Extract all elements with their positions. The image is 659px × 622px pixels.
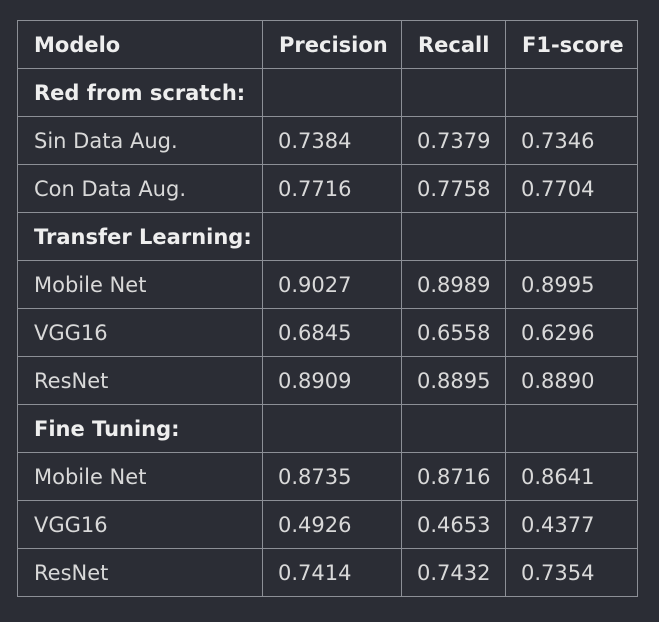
f1-cell: 0.7354 <box>505 548 638 597</box>
table-row: Mobile Net 0.9027 0.8989 0.8995 <box>17 260 638 309</box>
section-row: Transfer Learning: <box>17 212 638 261</box>
precision-cell: 0.7414 <box>262 548 402 597</box>
f1-cell: 0.4377 <box>505 500 638 549</box>
empty-cell <box>401 68 506 117</box>
results-table-container: Modelo Precision Recall F1-score Red fro… <box>17 20 638 597</box>
empty-cell <box>505 404 638 453</box>
table-row: VGG16 0.4926 0.4653 0.4377 <box>17 500 638 549</box>
table-row: Sin Data Aug. 0.7384 0.7379 0.7346 <box>17 116 638 165</box>
table-row: Mobile Net 0.8735 0.8716 0.8641 <box>17 452 638 501</box>
recall-cell: 0.7379 <box>401 116 506 165</box>
recall-cell: 0.8716 <box>401 452 506 501</box>
empty-cell <box>262 68 402 117</box>
model-cell: VGG16 <box>17 308 263 357</box>
header-precision: Precision <box>262 20 402 69</box>
header-recall: Recall <box>401 20 506 69</box>
empty-cell <box>401 212 506 261</box>
results-table: Modelo Precision Recall F1-score Red fro… <box>17 20 638 597</box>
table-header-row: Modelo Precision Recall F1-score <box>17 20 638 69</box>
empty-cell <box>505 68 638 117</box>
recall-cell: 0.6558 <box>401 308 506 357</box>
f1-cell: 0.8995 <box>505 260 638 309</box>
table-row: Con Data Aug. 0.7716 0.7758 0.7704 <box>17 164 638 213</box>
recall-cell: 0.4653 <box>401 500 506 549</box>
header-f1-score: F1-score <box>505 20 638 69</box>
section-label: Fine Tuning: <box>17 404 263 453</box>
precision-cell: 0.9027 <box>262 260 402 309</box>
model-cell: ResNet <box>17 548 263 597</box>
precision-cell: 0.8909 <box>262 356 402 405</box>
model-cell: ResNet <box>17 356 263 405</box>
empty-cell <box>262 212 402 261</box>
section-row: Red from scratch: <box>17 68 638 117</box>
empty-cell <box>401 404 506 453</box>
recall-cell: 0.8989 <box>401 260 506 309</box>
precision-cell: 0.7716 <box>262 164 402 213</box>
f1-cell: 0.6296 <box>505 308 638 357</box>
header-modelo: Modelo <box>17 20 263 69</box>
section-row: Fine Tuning: <box>17 404 638 453</box>
table-row: ResNet 0.8909 0.8895 0.8890 <box>17 356 638 405</box>
empty-cell <box>505 212 638 261</box>
recall-cell: 0.7758 <box>401 164 506 213</box>
table-row: VGG16 0.6845 0.6558 0.6296 <box>17 308 638 357</box>
precision-cell: 0.8735 <box>262 452 402 501</box>
model-cell: Mobile Net <box>17 260 263 309</box>
table-row: ResNet 0.7414 0.7432 0.7354 <box>17 548 638 597</box>
section-label: Red from scratch: <box>17 68 263 117</box>
f1-cell: 0.7704 <box>505 164 638 213</box>
f1-cell: 0.8641 <box>505 452 638 501</box>
model-cell: Sin Data Aug. <box>17 116 263 165</box>
empty-cell <box>262 404 402 453</box>
precision-cell: 0.7384 <box>262 116 402 165</box>
section-label: Transfer Learning: <box>17 212 263 261</box>
recall-cell: 0.8895 <box>401 356 506 405</box>
model-cell: VGG16 <box>17 500 263 549</box>
recall-cell: 0.7432 <box>401 548 506 597</box>
f1-cell: 0.8890 <box>505 356 638 405</box>
precision-cell: 0.6845 <box>262 308 402 357</box>
precision-cell: 0.4926 <box>262 500 402 549</box>
model-cell: Mobile Net <box>17 452 263 501</box>
f1-cell: 0.7346 <box>505 116 638 165</box>
model-cell: Con Data Aug. <box>17 164 263 213</box>
